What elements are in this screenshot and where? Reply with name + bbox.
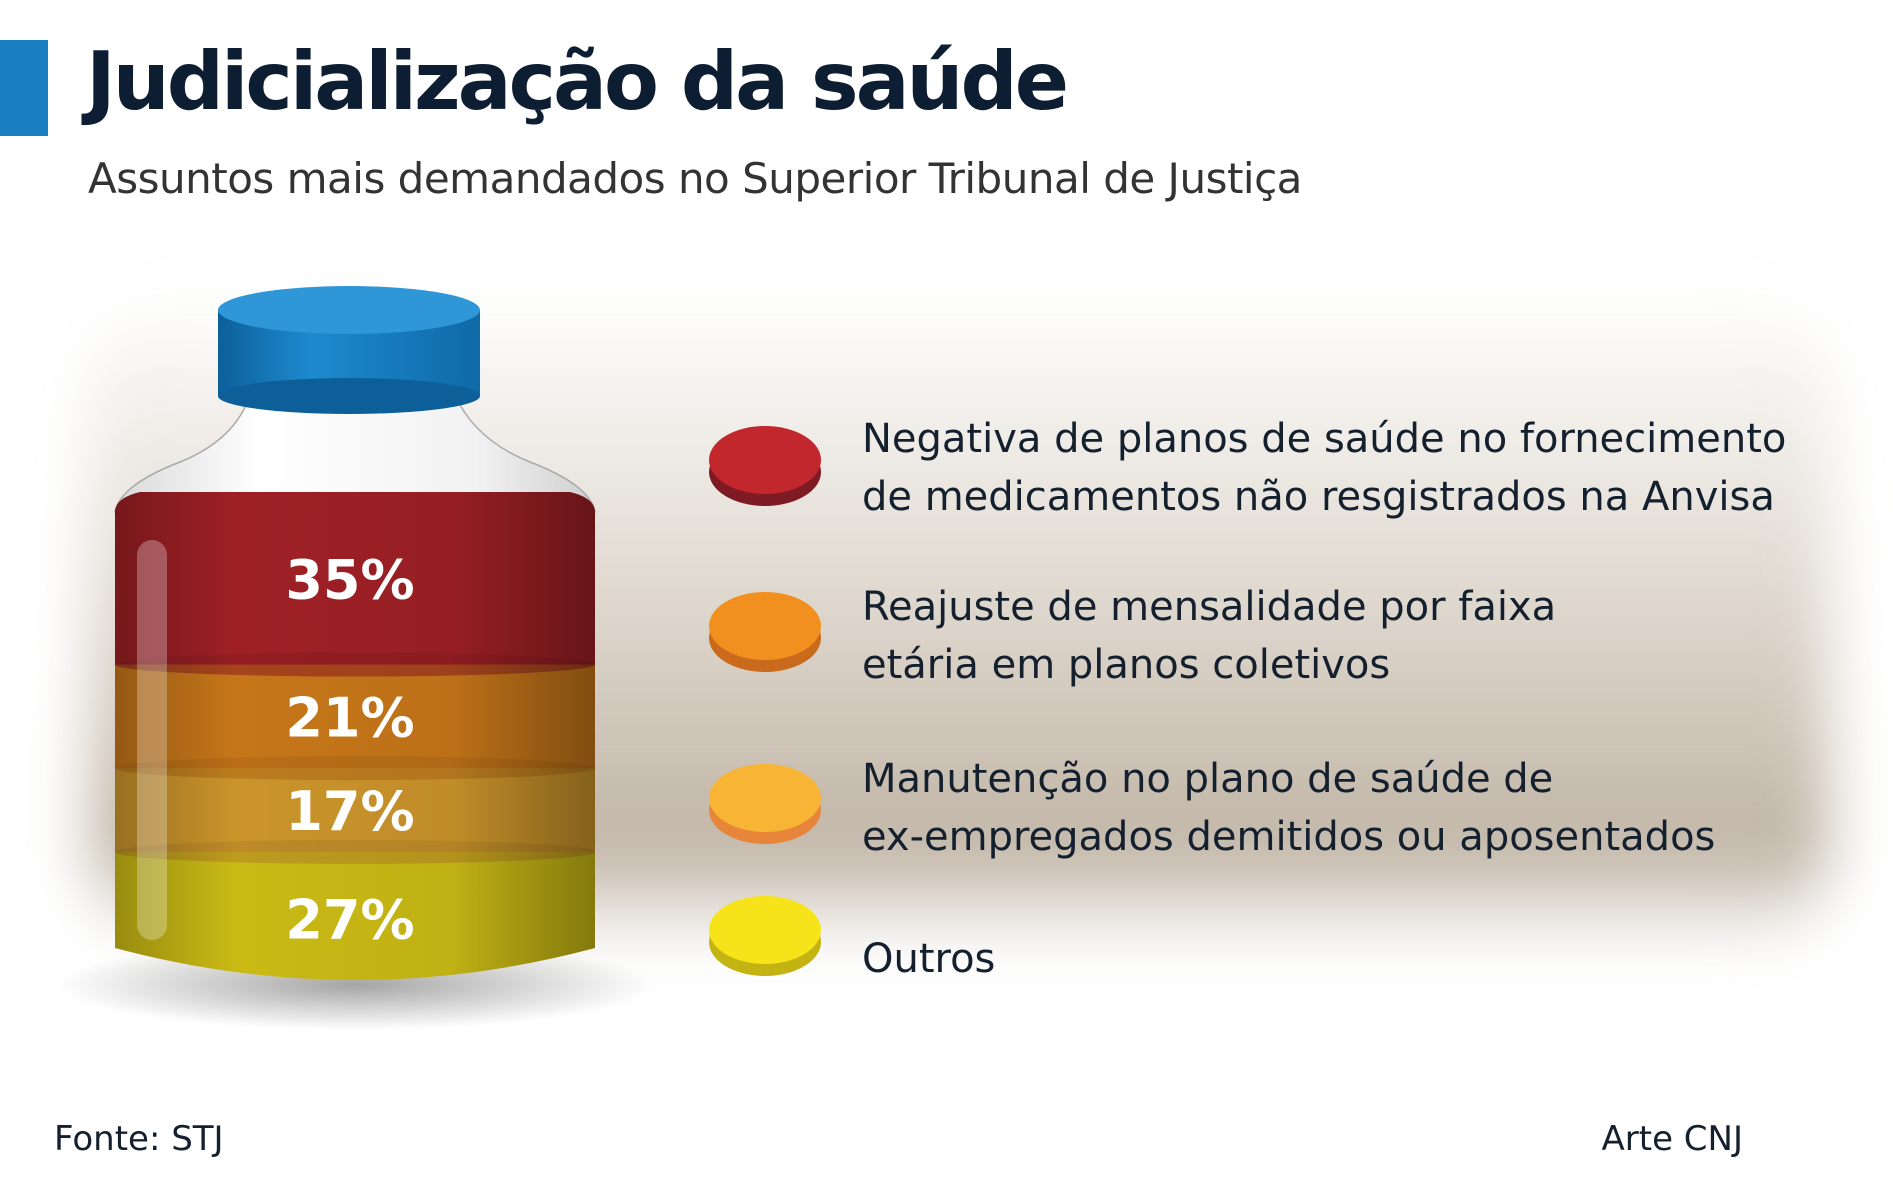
legend-label-4: Outros <box>862 936 996 982</box>
value-label-2: 21% <box>285 686 414 749</box>
legend-swatch-2 <box>709 592 821 672</box>
legend-swatch-1 <box>709 426 821 506</box>
value-label-1: 35% <box>285 548 414 611</box>
title-accent-bar <box>0 40 48 136</box>
legend-label-3: Manutenção no plano de saúde de ex-empre… <box>862 756 1716 860</box>
legend-label-2: Reajuste de mensalidade por faixa etária… <box>862 584 1557 688</box>
bottle-cap <box>218 286 480 414</box>
legend-swatch-3 <box>709 764 821 844</box>
legend-label-1: Negativa de planos de saúde no fornecime… <box>862 416 1787 520</box>
bottle-segment-divider-3 <box>115 839 595 864</box>
chart-title: Judicialização da saúde <box>86 35 1069 128</box>
bottle-segment-divider-1 <box>115 652 595 677</box>
value-label-4: 27% <box>285 888 414 951</box>
bottle-segment-divider-2 <box>115 756 595 781</box>
source-note: Fonte: STJ <box>54 1119 224 1159</box>
legend-swatch-4 <box>709 896 821 976</box>
chart-subtitle: Assuntos mais demandados no Superior Tri… <box>88 154 1302 203</box>
credit-note: Arte CNJ <box>1601 1119 1744 1159</box>
value-label-3: 17% <box>285 780 414 843</box>
